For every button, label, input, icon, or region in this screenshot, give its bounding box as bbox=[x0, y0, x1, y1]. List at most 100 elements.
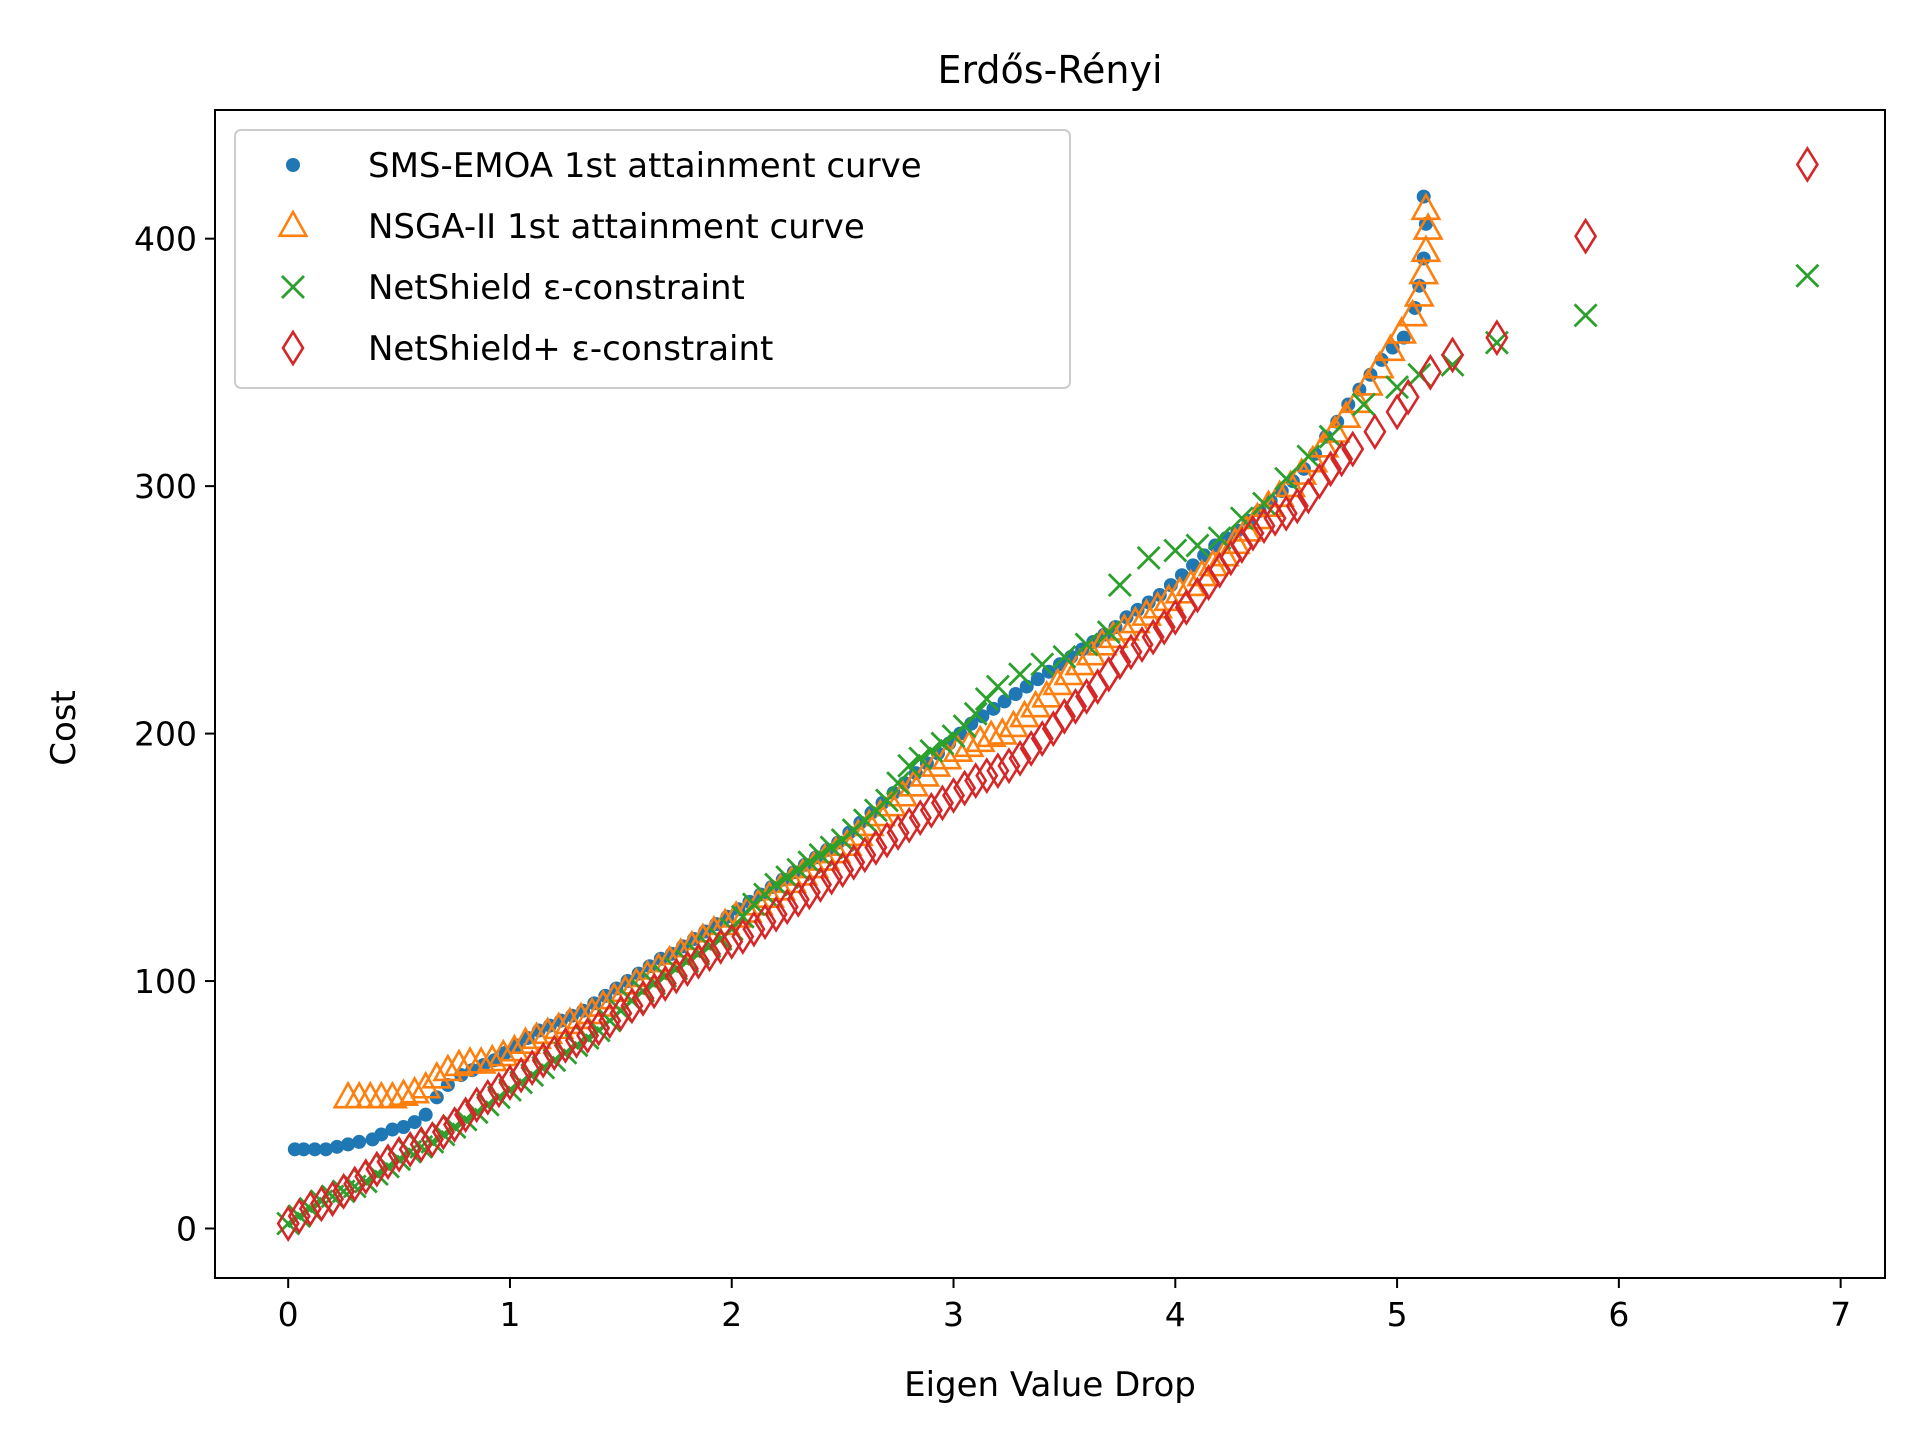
data-point bbox=[1330, 440, 1354, 478]
data-point bbox=[1030, 720, 1054, 757]
data-point bbox=[1351, 392, 1376, 417]
data-point bbox=[1074, 632, 1099, 657]
data-point bbox=[598, 1002, 622, 1040]
data-point bbox=[1020, 689, 1052, 718]
data-point bbox=[387, 1078, 420, 1106]
data-point bbox=[1130, 598, 1162, 626]
data-point bbox=[1008, 699, 1041, 728]
data-point bbox=[318, 1142, 333, 1157]
data-point bbox=[1207, 526, 1232, 551]
data-point bbox=[731, 918, 755, 955]
data-point bbox=[842, 843, 866, 881]
legend-label: NetShield+ ε-constraint bbox=[368, 329, 773, 369]
data-point bbox=[1363, 413, 1387, 451]
data-point bbox=[1141, 618, 1165, 656]
data-point bbox=[986, 701, 1001, 716]
x-tick-label: 5 bbox=[1387, 1295, 1408, 1334]
data-point bbox=[1075, 637, 1107, 666]
data-point bbox=[1403, 278, 1435, 307]
data-point bbox=[1795, 263, 1820, 288]
data-point bbox=[396, 1120, 411, 1135]
data-point bbox=[520, 1049, 544, 1087]
data-point bbox=[409, 1125, 433, 1163]
data-point bbox=[753, 903, 777, 941]
data-point bbox=[399, 1075, 431, 1104]
legend-box bbox=[234, 129, 1071, 389]
y-axis-label: Cost bbox=[44, 690, 84, 766]
data-point bbox=[418, 1107, 433, 1122]
legend-marker bbox=[286, 158, 300, 172]
data-point bbox=[476, 1043, 508, 1072]
data-point bbox=[1185, 533, 1210, 558]
data-point bbox=[1252, 507, 1276, 545]
data-point bbox=[1042, 667, 1074, 696]
data-point bbox=[908, 746, 933, 771]
data-point bbox=[1408, 256, 1440, 285]
data-point bbox=[797, 873, 821, 911]
series-4 bbox=[276, 145, 1819, 1243]
data-point bbox=[986, 752, 1010, 790]
data-point bbox=[664, 957, 688, 995]
data-point bbox=[329, 1139, 344, 1154]
data-point bbox=[521, 1021, 553, 1050]
data-point bbox=[1352, 368, 1384, 396]
data-point bbox=[808, 842, 833, 867]
legend-entry: NSGA-II 1st attainment curve bbox=[277, 207, 865, 247]
data-point bbox=[341, 1137, 356, 1152]
data-point bbox=[875, 788, 899, 813]
data-point bbox=[352, 1134, 367, 1149]
legend-marker bbox=[281, 275, 305, 299]
data-point bbox=[407, 1115, 422, 1130]
data-point bbox=[1252, 491, 1277, 516]
data-point bbox=[376, 1080, 408, 1109]
data-point bbox=[997, 747, 1021, 785]
data-point bbox=[642, 972, 666, 1010]
y-tick-label: 100 bbox=[134, 962, 197, 1001]
data-point bbox=[1075, 678, 1099, 715]
data-point bbox=[775, 865, 800, 890]
data-point bbox=[1573, 303, 1598, 328]
data-point bbox=[1574, 217, 1598, 255]
data-point bbox=[1241, 514, 1265, 552]
data-point bbox=[831, 851, 855, 889]
data-point bbox=[920, 749, 952, 777]
data-point bbox=[764, 872, 789, 897]
data-point bbox=[964, 762, 988, 800]
data-point bbox=[819, 835, 844, 860]
data-point bbox=[487, 1038, 519, 1067]
data-point bbox=[1019, 729, 1043, 767]
data-point bbox=[276, 1211, 301, 1236]
data-point bbox=[953, 769, 977, 807]
x-tick-label: 4 bbox=[1165, 1295, 1186, 1334]
data-point bbox=[985, 674, 1010, 699]
y-tick-label: 200 bbox=[134, 715, 197, 754]
data-point bbox=[1030, 672, 1045, 687]
data-point bbox=[1052, 697, 1076, 735]
data-point bbox=[720, 923, 744, 960]
data-point bbox=[919, 738, 944, 763]
data-point bbox=[1052, 644, 1077, 669]
data-point bbox=[919, 791, 943, 829]
data-point bbox=[675, 950, 699, 988]
data-point bbox=[1142, 590, 1174, 619]
data-point bbox=[309, 1185, 333, 1223]
data-point bbox=[410, 1070, 442, 1099]
data-point bbox=[365, 1150, 389, 1188]
data-point bbox=[387, 1135, 411, 1173]
data-point bbox=[1108, 612, 1140, 641]
data-point bbox=[886, 771, 911, 796]
data-point bbox=[1096, 620, 1121, 645]
data-point bbox=[897, 806, 921, 844]
x-axis-label: Eigen Value Drop bbox=[904, 1365, 1196, 1405]
data-point bbox=[942, 734, 974, 763]
data-point bbox=[1163, 538, 1188, 563]
data-point bbox=[498, 1033, 530, 1062]
data-point bbox=[431, 1113, 455, 1151]
data-point bbox=[465, 1086, 489, 1124]
data-point bbox=[609, 994, 633, 1032]
data-point bbox=[897, 753, 922, 778]
x-tick-label: 1 bbox=[499, 1295, 520, 1334]
data-point bbox=[975, 757, 999, 795]
data-point bbox=[1263, 499, 1287, 537]
